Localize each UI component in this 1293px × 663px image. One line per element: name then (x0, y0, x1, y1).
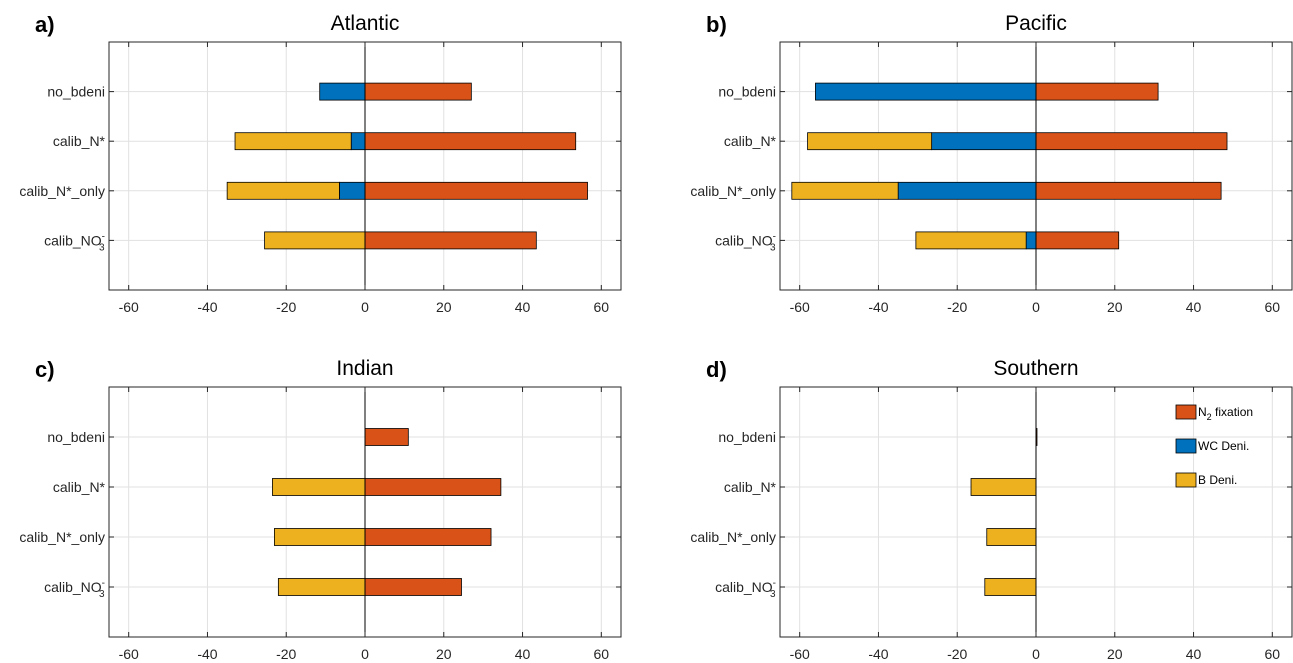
y-tick-label: calib_NO-3 (715, 578, 776, 600)
x-tick-label: 0 (361, 646, 369, 662)
bar-n2-fixation-1 (364, 132, 577, 151)
x-tick-label: -60 (119, 646, 139, 662)
bar-wc-deni-1 (931, 132, 1037, 151)
chart-panel-1: -60 -40 -20 0 20 40 60 no_bdeni calib_N* calib_N*… (690, 12, 1293, 315)
bar-b-deni-3 (984, 578, 1037, 596)
bar-n2-fixation-1 (364, 478, 502, 496)
x-tick-label: -60 (119, 299, 139, 315)
x-tick-label: -20 (276, 299, 296, 315)
chart-panel-3: -60 -40 -20 0 20 40 60 no_bdeni calib_N* calib_N*… (690, 357, 1293, 662)
bar-wc-deni-0 (815, 82, 1037, 101)
x-tick-label: 60 (1265, 299, 1281, 315)
legend-swatch-n2-fixation (1175, 404, 1197, 420)
bar-wc-deni-2 (338, 181, 366, 200)
x-tick-label: 20 (1107, 646, 1123, 662)
x-tick-label: -40 (868, 646, 888, 662)
x-tick-label: 40 (515, 646, 531, 662)
x-tick-label: -40 (197, 646, 217, 662)
bar-b-deni-2 (791, 181, 899, 200)
y-tick-label: no_bdeni (718, 84, 776, 100)
y-tick-label: calib_N*_only (19, 183, 105, 199)
x-tick-label: -60 (790, 299, 810, 315)
y-tick-label: calib_N* (53, 133, 106, 149)
y-tick-label: calib_N*_only (690, 183, 776, 199)
x-tick-label: 20 (1107, 299, 1123, 315)
bar-n2-fixation-0 (364, 82, 472, 101)
bar-b-deni-3 (915, 231, 1027, 250)
bar-n2-fixation-2 (364, 181, 588, 200)
y-tick-label: no_bdeni (47, 429, 105, 445)
y-tick-label: calib_NO-3 (44, 231, 105, 253)
y-tick-label: calib_NO-3 (715, 231, 776, 253)
legend: N2 fixation WC Deni. B Deni. (1175, 404, 1253, 488)
x-tick-label: 0 (1032, 299, 1040, 315)
bar-n2-fixation-2 (364, 528, 492, 546)
bar-b-deni-1 (272, 478, 366, 496)
y-tick-label: calib_NO-3 (44, 578, 105, 600)
chart-title: Atlantic (331, 12, 400, 35)
y-tick-label: no_bdeni (47, 84, 105, 100)
y-tick-label: calib_N* (724, 479, 777, 495)
y-tick-label: calib_N*_only (690, 529, 776, 545)
panel-label: c) (35, 357, 55, 382)
bar-wc-deni-0 (319, 82, 366, 101)
y-tick-label: calib_N* (724, 133, 777, 149)
x-tick-label: -20 (276, 646, 296, 662)
x-tick-label: 20 (436, 646, 452, 662)
chart-title: Southern (993, 357, 1078, 380)
panel-label: d) (706, 357, 727, 382)
legend-swatch-wc-deni (1175, 438, 1197, 454)
x-tick-label: 20 (436, 299, 452, 315)
bar-n2-fixation-3 (364, 231, 537, 250)
legend-swatch-b-deni (1175, 472, 1197, 488)
x-tick-label: -20 (947, 299, 967, 315)
x-tick-label: -20 (947, 646, 967, 662)
bar-n2-fixation-1 (1035, 132, 1228, 151)
x-tick-label: 60 (1265, 646, 1281, 662)
x-tick-label: 40 (515, 299, 531, 315)
chart-panel-2: -60 -40 -20 0 20 40 60 no_bdeni calib_N* calib_N*… (19, 357, 622, 662)
bar-wc-deni-1 (350, 132, 366, 151)
bar-n2-fixation-2 (1035, 181, 1222, 200)
bar-b-deni-1 (234, 132, 352, 151)
bar-b-deni-2 (226, 181, 340, 200)
y-tick-label: calib_N* (53, 479, 106, 495)
chart-title: Indian (336, 357, 393, 380)
bar-b-deni-3 (264, 231, 366, 250)
x-tick-label: 60 (594, 299, 610, 315)
bar-n2-fixation-0 (1035, 82, 1159, 101)
x-tick-label: -40 (197, 299, 217, 315)
bar-b-deni-3 (277, 578, 366, 596)
x-tick-label: 40 (1186, 299, 1202, 315)
x-tick-label: 0 (1032, 646, 1040, 662)
bar-b-deni-2 (986, 528, 1037, 546)
bar-b-deni-2 (274, 528, 366, 546)
bar-n2-fixation-0 (364, 428, 409, 446)
bar-wc-deni-2 (897, 181, 1037, 200)
y-tick-label: calib_N*_only (19, 529, 105, 545)
bar-n2-fixation-3 (364, 578, 462, 596)
bar-b-deni-1 (970, 478, 1037, 496)
legend-label: N2 fixation (1198, 405, 1253, 422)
panel-label: b) (706, 12, 727, 37)
legend-label: WC Deni. (1198, 439, 1249, 453)
x-tick-label: -60 (790, 646, 810, 662)
bar-wc-deni-3 (1025, 231, 1037, 250)
legend-label: B Deni. (1198, 473, 1237, 487)
chart-panel-0: -60 -40 -20 0 20 40 60 no_bdeni calib_N* calib_N*… (19, 12, 622, 315)
x-tick-label: -40 (868, 299, 888, 315)
x-tick-label: 40 (1186, 646, 1202, 662)
x-tick-label: 60 (594, 646, 610, 662)
x-tick-label: 0 (361, 299, 369, 315)
bar-n2-fixation-3 (1035, 231, 1120, 250)
chart-title: Pacific (1005, 12, 1067, 35)
y-tick-label: no_bdeni (718, 429, 776, 445)
bar-b-deni-1 (807, 132, 933, 151)
panel-label: a) (35, 12, 55, 37)
